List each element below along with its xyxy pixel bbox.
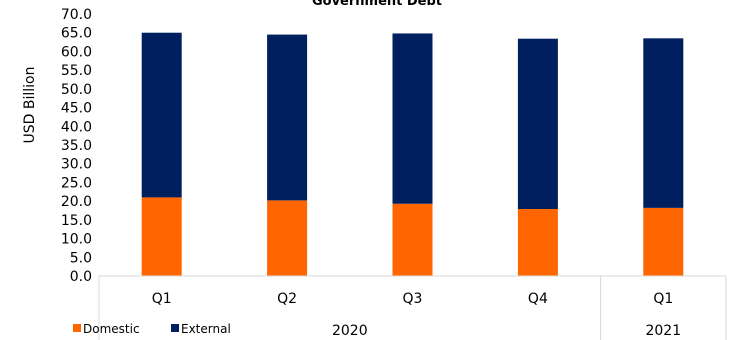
y-tick-label: 45.0 (61, 101, 92, 117)
x-tick-label: Q3 (403, 291, 423, 307)
bar-external-1 (141, 32, 182, 198)
x-tick-label: Q1 (653, 291, 673, 307)
y-tick-label: 60.0 (61, 44, 92, 60)
y-tick-label: 5.0 (70, 250, 92, 266)
x-tick-label: Q1 (152, 291, 172, 307)
x-tick-label: Q4 (528, 291, 548, 307)
y-tick-label: 25.0 (61, 175, 92, 191)
y-tick-label: 20.0 (61, 194, 92, 210)
y-tick-label: 0.0 (70, 269, 92, 285)
bar-domestic-1 (141, 197, 182, 276)
legend-label-external: External (181, 322, 231, 336)
bar-external-3 (392, 33, 433, 204)
y-tick-label: 50.0 (61, 82, 92, 98)
bar-external-5 (643, 38, 684, 208)
bar-domestic-3 (392, 203, 433, 276)
y-tick-label: 70.0 (61, 7, 92, 23)
legend-swatch-external (171, 324, 179, 332)
legend-swatch-domestic (73, 324, 81, 332)
x-tick-label: Q2 (277, 291, 297, 307)
y-tick-label: 10.0 (61, 232, 92, 248)
x-group-label: 2021 (645, 323, 681, 339)
y-tick-label: 35.0 (61, 138, 92, 154)
chart-title: Government Debt (312, 0, 442, 9)
bar-external-4 (517, 38, 558, 210)
y-tick-label: 30.0 (61, 157, 92, 173)
bar-layer (141, 32, 684, 276)
y-axis-label: USD Billion (22, 67, 38, 144)
x-axis: Q1 Q2 Q3 Q4 Q1 2020 2021 (98, 275, 727, 340)
y-tick-label: 65.0 (61, 26, 92, 42)
x-group-label: 2020 (332, 323, 368, 339)
bar-external-2 (267, 34, 308, 201)
bar-domestic-5 (643, 207, 684, 276)
y-tick-label: 15.0 (61, 213, 92, 229)
legend-label-domestic: Domestic (83, 322, 140, 336)
y-axis-ticks: 0.0 5.0 10.0 15.0 20.0 25.0 30.0 35.0 40.0 45.0 50… (61, 7, 92, 285)
y-tick-label: 40.0 (61, 119, 92, 135)
bar-domestic-4 (517, 209, 558, 276)
legend: Domestic External (73, 322, 231, 336)
bar-domestic-2 (267, 200, 308, 276)
y-tick-label: 55.0 (61, 63, 92, 79)
